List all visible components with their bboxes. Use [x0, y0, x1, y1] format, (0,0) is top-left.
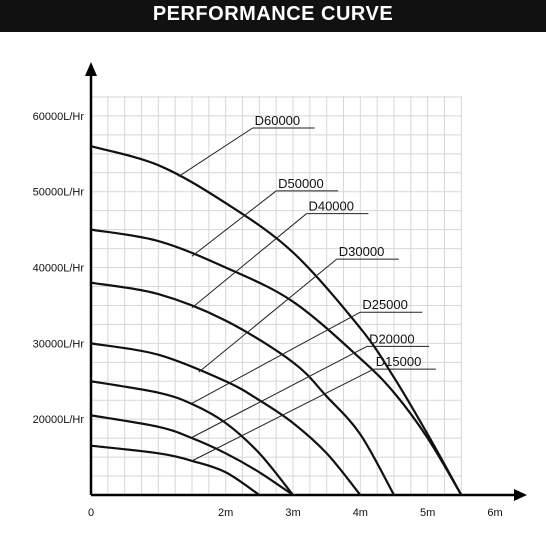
leader-line [178, 127, 253, 177]
curve-label-d50000: D50000 [278, 176, 324, 191]
x-tick-label: 0 [88, 507, 94, 519]
tick-labels: 0 2m 3m 4m 5m 6m 20000L/Hr 30000L/Hr 40000L/Hr 50… [33, 111, 503, 519]
curve-d50000 [90, 228, 463, 496]
curve-label-d15000: D15000 [376, 354, 422, 369]
title-bar: PERFORMANCE CURVE [0, 0, 546, 32]
curve-label-d40000: D40000 [308, 199, 354, 214]
y-tick-label: 50000L/Hr [33, 187, 85, 199]
y-tick-label: 30000L/Hr [33, 338, 85, 350]
curve-label-d25000: D25000 [362, 297, 408, 312]
leader-line [191, 213, 307, 309]
y-axis-arrow [85, 62, 97, 76]
x-tick-label: 2m [218, 507, 233, 519]
curve-labels: D60000 D50000 D40000 D30000 D25000 D20000 D150… [178, 113, 436, 462]
curve-label-d60000: D60000 [255, 113, 301, 128]
leader-line [198, 258, 338, 373]
curve-d25000 [90, 380, 294, 496]
y-tick-label: 60000L/Hr [33, 111, 85, 123]
x-axis-arrow [514, 489, 527, 501]
x-tick-label: 5m [420, 507, 435, 519]
chart-title: PERFORMANCE CURVE [152, 3, 394, 25]
y-tick-label: 20000L/Hr [33, 414, 85, 426]
leader-line [191, 368, 375, 462]
curve-d20000 [90, 414, 294, 496]
curve-d15000 [90, 444, 260, 496]
leader-line [191, 311, 361, 404]
leader-line [191, 190, 277, 257]
leader-line [191, 345, 368, 438]
x-tick-label: 6m [487, 507, 502, 519]
x-tick-label: 4m [353, 507, 368, 519]
curve-label-d20000: D20000 [369, 331, 415, 346]
curve-label-d30000: D30000 [339, 244, 385, 259]
curve-d30000 [90, 342, 362, 496]
curve-d60000 [90, 145, 463, 496]
curves [90, 145, 463, 496]
x-tick-label: 3m [285, 507, 300, 519]
grid [91, 95, 462, 495]
y-tick-label: 40000L/Hr [33, 263, 85, 275]
curve-d40000 [90, 281, 395, 496]
